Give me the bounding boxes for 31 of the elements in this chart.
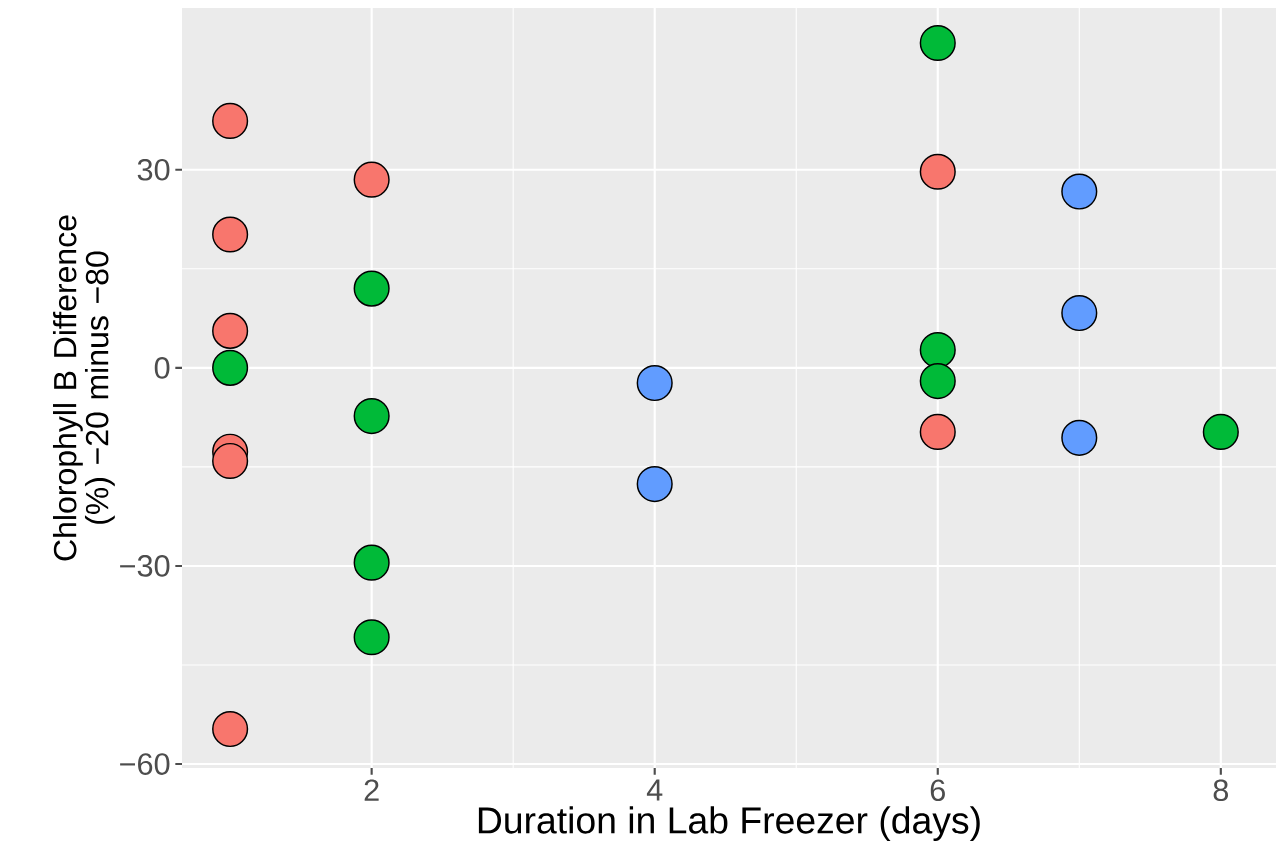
y-axis-title: Chlorophyll B Difference (%) −20 minus −80 (52, 215, 115, 561)
point (353, 270, 390, 307)
point (1061, 173, 1098, 210)
point (353, 544, 390, 581)
y-tick-label: 30 (137, 158, 170, 181)
point (919, 362, 956, 400)
point (212, 216, 249, 253)
point (212, 102, 249, 139)
x-tick-label: 6 (930, 779, 945, 802)
point (212, 710, 249, 748)
point (636, 364, 673, 402)
point (1061, 294, 1098, 332)
point (919, 24, 956, 62)
point (212, 442, 249, 480)
point (212, 349, 249, 386)
x-tick-label: 8 (1213, 779, 1229, 802)
point (353, 619, 390, 656)
y-tick-label: −30 (120, 555, 170, 577)
point (636, 466, 673, 503)
y-tick-label: 0 (154, 357, 170, 379)
point (1061, 419, 1098, 456)
x-axis-title: Duration in Lab Freezer (days) (478, 806, 980, 842)
point (353, 161, 390, 198)
point (919, 153, 956, 190)
point (919, 413, 956, 450)
point (353, 397, 390, 435)
point (1202, 413, 1239, 450)
x-tick-label: 4 (646, 779, 663, 801)
y-tick-label: −60 (120, 753, 170, 775)
x-tick-label: 2 (364, 779, 379, 801)
point (212, 312, 249, 349)
